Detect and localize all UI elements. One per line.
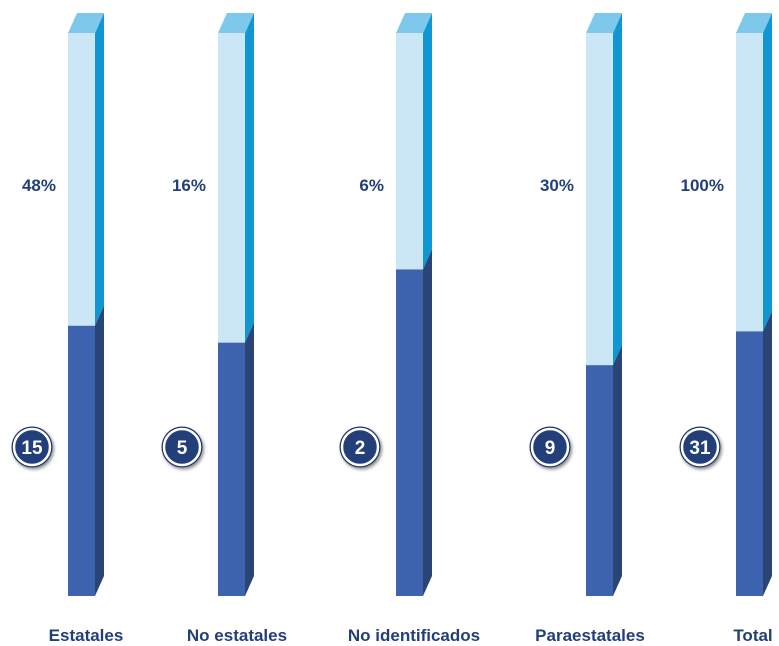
- count-label: 9: [545, 438, 556, 459]
- bar-group: 16% 5 No estatales: [161, 13, 287, 645]
- bar-group: 48% 15 Estatales: [11, 13, 124, 645]
- count-label: 2: [355, 438, 366, 459]
- bar-fill: [68, 325, 95, 596]
- bar-fill-side: [245, 322, 254, 596]
- bar-empty-side: [763, 13, 772, 332]
- bar-empty-side: [245, 13, 254, 343]
- bar-fill-side: [95, 305, 104, 596]
- bar-top: [68, 13, 104, 33]
- bar-fill: [396, 269, 423, 596]
- count-badge: [530, 427, 570, 467]
- bar-top: [736, 13, 772, 33]
- bar-empty-side: [613, 13, 622, 366]
- bar-fill-side: [613, 345, 622, 596]
- percent-label: 48%: [22, 176, 56, 195]
- percent-label: 100%: [681, 176, 724, 195]
- bar-top: [396, 13, 432, 33]
- bar-top: [586, 13, 622, 33]
- bar-fill: [586, 365, 613, 596]
- category-label: No identificados: [348, 626, 480, 645]
- bar-fill-side: [763, 311, 772, 596]
- bar-group: 30% 9 Paraestatales: [529, 13, 645, 645]
- category-label: No estatales: [187, 626, 287, 645]
- bar-empty-front: [396, 33, 423, 270]
- count-badge: [162, 427, 202, 467]
- bar-fill: [218, 342, 245, 596]
- count-label: 31: [689, 438, 711, 459]
- bar-empty-front: [218, 33, 245, 343]
- category-label: Estatales: [49, 626, 124, 645]
- percent-label: 30%: [540, 176, 574, 195]
- percent-label: 6%: [359, 176, 384, 195]
- bar-group: 100% 31 Total: [679, 13, 773, 645]
- count-label: 5: [177, 438, 188, 459]
- bar-top: [218, 13, 254, 33]
- percent-label: 16%: [172, 176, 206, 195]
- bar-empty-front: [736, 33, 763, 332]
- category-label: Paraestatales: [535, 626, 645, 645]
- category-label: Total: [733, 626, 772, 645]
- count-label: 15: [21, 438, 43, 459]
- count-badge: [680, 427, 720, 467]
- count-badge: [340, 427, 380, 467]
- bar-group: 6% 2 No identificados: [339, 13, 480, 645]
- count-badge: [12, 427, 52, 467]
- bar-empty-front: [68, 33, 95, 326]
- bar-empty-side: [423, 13, 432, 270]
- bar-empty-side: [95, 13, 104, 326]
- bar-fill: [736, 331, 763, 596]
- bar-empty-front: [586, 33, 613, 366]
- bar-fill-side: [423, 249, 432, 596]
